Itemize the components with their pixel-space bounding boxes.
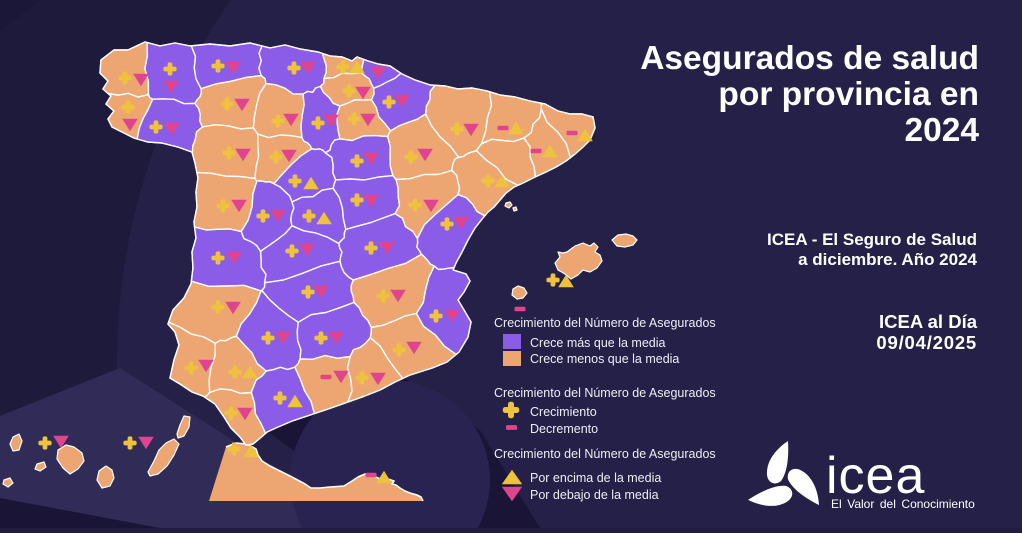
svg-text:ICEA al Día: ICEA al Día <box>879 311 978 332</box>
svg-text:Crecimiento del Número de Aseg: Crecimiento del Número de Asegurados <box>494 386 716 400</box>
svg-text:Crece más que la media: Crece más que la media <box>530 336 666 350</box>
svg-text:ICEA - El Seguro de Salud: ICEA - El Seguro de Salud <box>767 230 977 249</box>
svg-text:2024: 2024 <box>904 112 979 149</box>
svg-text:El Valor del Conocimiento: El Valor del Conocimiento <box>831 497 975 511</box>
svg-text:Crecimiento: Crecimiento <box>530 405 597 419</box>
svg-text:09/04/2025: 09/04/2025 <box>876 332 977 353</box>
svg-text:Crecimiento del Número de Aseg: Crecimiento del Número de Asegurados <box>494 447 716 461</box>
svg-text:Por debajo de la media: Por debajo de la media <box>530 488 659 502</box>
svg-text:a diciembre. Año 2024: a diciembre. Año 2024 <box>798 250 977 269</box>
svg-text:Crecimiento del Número de Aseg: Crecimiento del Número de Asegurados <box>494 316 716 330</box>
svg-text:icea: icea <box>826 447 925 505</box>
svg-text:Por encima de la media: Por encima de la media <box>530 471 661 485</box>
svg-text:Crece menos que la media: Crece menos que la media <box>530 352 679 366</box>
svg-text:Asegurados de salud: Asegurados de salud <box>640 40 979 77</box>
svg-text:por provincia en: por provincia en <box>718 76 979 113</box>
svg-text:Decremento: Decremento <box>530 422 598 436</box>
